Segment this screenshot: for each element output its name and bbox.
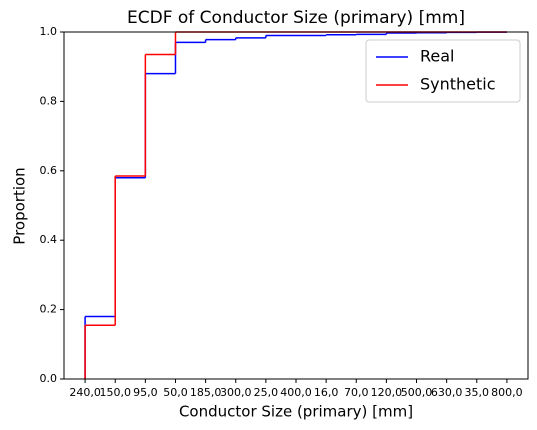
legend-box xyxy=(365,39,521,103)
y-axis-label: Proportion xyxy=(11,167,29,244)
legend-label: Synthetic xyxy=(420,75,496,94)
y-tick-label: 0.2 xyxy=(40,303,58,316)
x-tick-label: 400,0 xyxy=(280,386,312,399)
x-tick-label: 95,0 xyxy=(133,386,158,399)
x-tick-label: 240,0 xyxy=(69,386,101,399)
y-tick-label: 1.0 xyxy=(40,25,58,38)
y-tick-label: 0.8 xyxy=(40,94,58,107)
x-tick-label: 70,0 xyxy=(344,386,369,399)
x-tick-label: 120,0 xyxy=(371,386,403,399)
y-tick-label: 0.6 xyxy=(40,164,58,177)
y-tick-label: 0.0 xyxy=(40,372,58,385)
y-tick-label: 0.4 xyxy=(40,233,58,246)
x-tick-label: 50,0 xyxy=(163,386,188,399)
x-tick-label: 150,0 xyxy=(99,386,131,399)
plot-frame xyxy=(63,31,529,380)
x-tick-label: 800,0 xyxy=(491,386,523,399)
x-tick-label: 185,0 xyxy=(190,386,222,399)
x-tick-label: 630,0 xyxy=(431,386,463,399)
legend-label: Real xyxy=(420,47,455,66)
chart-title: ECDF of Conductor Size (primary) [mm] xyxy=(127,8,465,28)
x-tick-label: 25,0 xyxy=(254,386,279,399)
x-tick-label: 500,0 xyxy=(401,386,433,399)
x-tick-label: 16,0 xyxy=(314,386,339,399)
x-tick-label: 35,0 xyxy=(465,386,490,399)
x-tick-label: 300,0 xyxy=(220,386,252,399)
x-axis-label: Conductor Size (primary) [mm] xyxy=(179,403,413,421)
